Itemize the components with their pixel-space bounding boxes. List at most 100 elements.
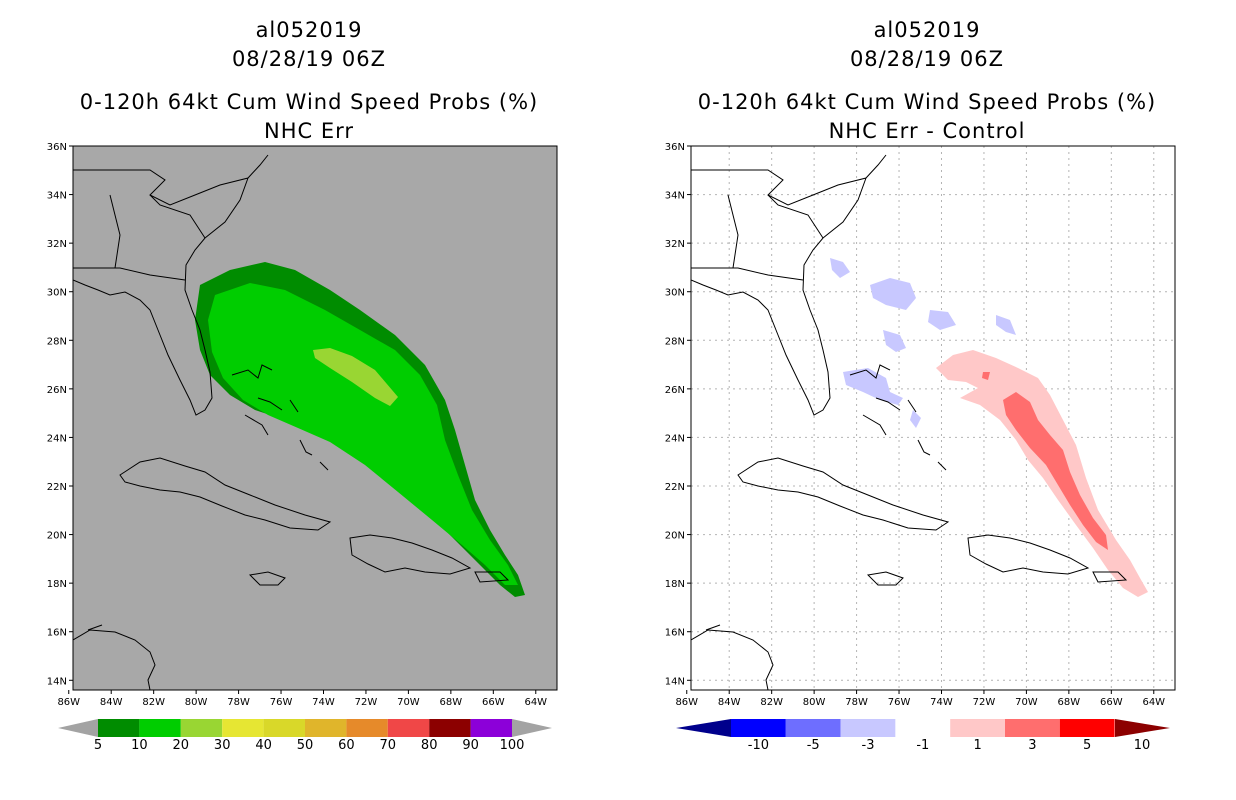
left-lon-label: 72W — [355, 697, 378, 708]
right-coastlines — [691, 154, 1128, 690]
left-axis-ticks: 86W 84W 82W 80W 78W 76W 74W 72W 70W 68W 66W 64W 36N 3… — [47, 142, 547, 708]
left-colorbar-label: 90 — [462, 738, 479, 753]
right-map-panel: al052019 08/28/19 06Z 0-120h 64kt Cum Wi… — [618, 0, 1236, 800]
state-boundaries — [73, 194, 206, 281]
jamaica-outline — [248, 571, 286, 586]
left-product-title: 0-120h 64kt Cum Wind Speed Probs (%) — [79, 90, 539, 114]
right-lon-label: 64W — [1142, 697, 1165, 708]
right-lon-label: 74W — [930, 697, 953, 708]
right-lat-label: 22N — [665, 482, 685, 493]
blue-diff-region-2 — [870, 278, 916, 310]
right-lat-label: 28N — [665, 336, 685, 347]
right-lat-label: 24N — [665, 433, 685, 444]
right-product-title: 0-120h 64kt Cum Wind Speed Probs (%) — [697, 90, 1157, 114]
left-colorbar-over-arrow — [512, 719, 552, 737]
left-colorbar-label: 100 — [500, 738, 525, 753]
left-colorbar-label: 10 — [131, 738, 148, 753]
right-lon-label: 66W — [1100, 697, 1123, 708]
left-lon-label: 86W — [57, 697, 80, 708]
right-axis-ticks: 86W 84W 82W 80W 78W 76W 74W 72W 70W 68W 66W 64W 36N 3… — [665, 142, 1165, 708]
us-east-coast — [73, 154, 269, 416]
contour-20-percent — [313, 348, 398, 406]
left-map-frame — [72, 145, 558, 691]
left-lon-label: 82W — [142, 697, 165, 708]
right-subtitle: NHC Err - Control — [828, 119, 1026, 143]
right-colorbar-label: 5 — [1083, 738, 1091, 753]
blue-diff-region-7 — [910, 410, 921, 428]
right-map-frame — [690, 145, 1176, 691]
right-colorbar-label: -3 — [862, 738, 875, 753]
left-colorbar: 5 10 20 30 40 50 60 70 80 90 100 — [58, 719, 552, 753]
left-colorbar-label: 70 — [380, 738, 397, 753]
left-colorbar-segment — [263, 719, 305, 737]
right-lon-label: 82W — [760, 697, 783, 708]
pink-diff-region-small — [982, 372, 990, 380]
right-colorbar-segment — [1059, 719, 1115, 737]
left-lat-label: 30N — [47, 288, 67, 299]
right-lat-label: 16N — [665, 628, 685, 639]
left-colorbar-segment — [470, 719, 512, 737]
left-colorbar-label: 50 — [297, 738, 314, 753]
left-colorbar-segment — [305, 719, 347, 737]
right-colorbar: -10 -5 -3 -1 1 3 5 10 — [676, 719, 1170, 753]
right-colorbar-under-arrow — [676, 719, 731, 737]
left-colorbar-label: 60 — [338, 738, 355, 753]
left-map-svg: 86W 84W 82W 80W 78W 76W 74W 72W 70W 68W 66W 64W 36N 3… — [47, 142, 558, 753]
left-probability-contours — [195, 262, 525, 597]
left-colorbar-label: 20 — [173, 738, 190, 753]
right-colorbar-label: 3 — [1028, 738, 1036, 753]
right-lat-label: 36N — [665, 142, 685, 153]
left-lat-label: 26N — [47, 385, 67, 396]
left-colorbar-label: 80 — [421, 738, 438, 753]
left-colorbar-label: 40 — [255, 738, 272, 753]
left-colorbar-segment — [139, 719, 181, 737]
left-lon-label: 68W — [440, 697, 463, 708]
right-colorbar-label: -1 — [916, 738, 929, 753]
right-colorbar-label: -5 — [807, 738, 820, 753]
left-colorbar-label: 30 — [214, 738, 231, 753]
left-colorbar-segment — [180, 719, 223, 737]
right-lat-label: 30N — [665, 288, 685, 299]
left-colorbar-segment — [98, 719, 140, 737]
right-colorbar-segment — [785, 719, 841, 737]
left-lon-label: 80W — [185, 697, 208, 708]
puerto-rico-outline — [474, 571, 510, 583]
cuba-outline — [119, 457, 332, 531]
right-colorbar-segment — [731, 719, 786, 737]
contour-10-percent — [208, 283, 518, 585]
left-map-panel: al052019 08/28/19 06Z 0-120h 64kt Cum Wi… — [47, 18, 558, 753]
left-lon-label: 64W — [524, 697, 547, 708]
left-colorbar-under-arrow — [58, 719, 98, 737]
puerto-rico-outline — [1092, 571, 1128, 583]
right-colorbar-label: 10 — [1134, 738, 1151, 753]
right-lat-label: 20N — [665, 531, 685, 542]
right-colorbar-segment — [895, 719, 951, 737]
blue-diff-region-1 — [830, 258, 850, 278]
jamaica-outline — [866, 571, 904, 586]
hispaniola-outline — [349, 534, 472, 575]
right-lat-label: 26N — [665, 385, 685, 396]
left-lat-label: 24N — [47, 433, 67, 444]
blue-diff-region-4 — [996, 315, 1016, 335]
right-lon-label: 76W — [888, 697, 911, 708]
left-lon-label: 74W — [312, 697, 335, 708]
bahamas-outline — [231, 364, 329, 471]
right-colorbar-over-arrow — [1115, 719, 1170, 737]
right-colorbar-label: -10 — [748, 738, 769, 753]
right-map-svg: 86W 84W 82W 80W 78W 76W 74W 72W 70W 68W 66W 64W 36N 3… — [665, 142, 1176, 753]
left-colorbar-segment — [222, 719, 264, 737]
right-lon-label: 84W — [718, 697, 741, 708]
left-lon-label: 76W — [270, 697, 293, 708]
left-colorbar-segment — [346, 719, 388, 737]
left-lat-label: 34N — [47, 191, 67, 202]
pink-diff-region-medium — [1003, 392, 1108, 550]
right-lat-label: 32N — [665, 239, 685, 250]
cuba-outline — [737, 457, 950, 531]
right-lat-label: 18N — [665, 579, 685, 590]
right-colorbar-segment — [1005, 719, 1060, 737]
left-storm-id: al052019 — [255, 18, 363, 42]
florida-keys — [705, 624, 721, 631]
left-colorbar-segment — [387, 719, 430, 737]
right-lat-label: 14N — [665, 676, 685, 687]
left-lat-label: 16N — [47, 628, 67, 639]
